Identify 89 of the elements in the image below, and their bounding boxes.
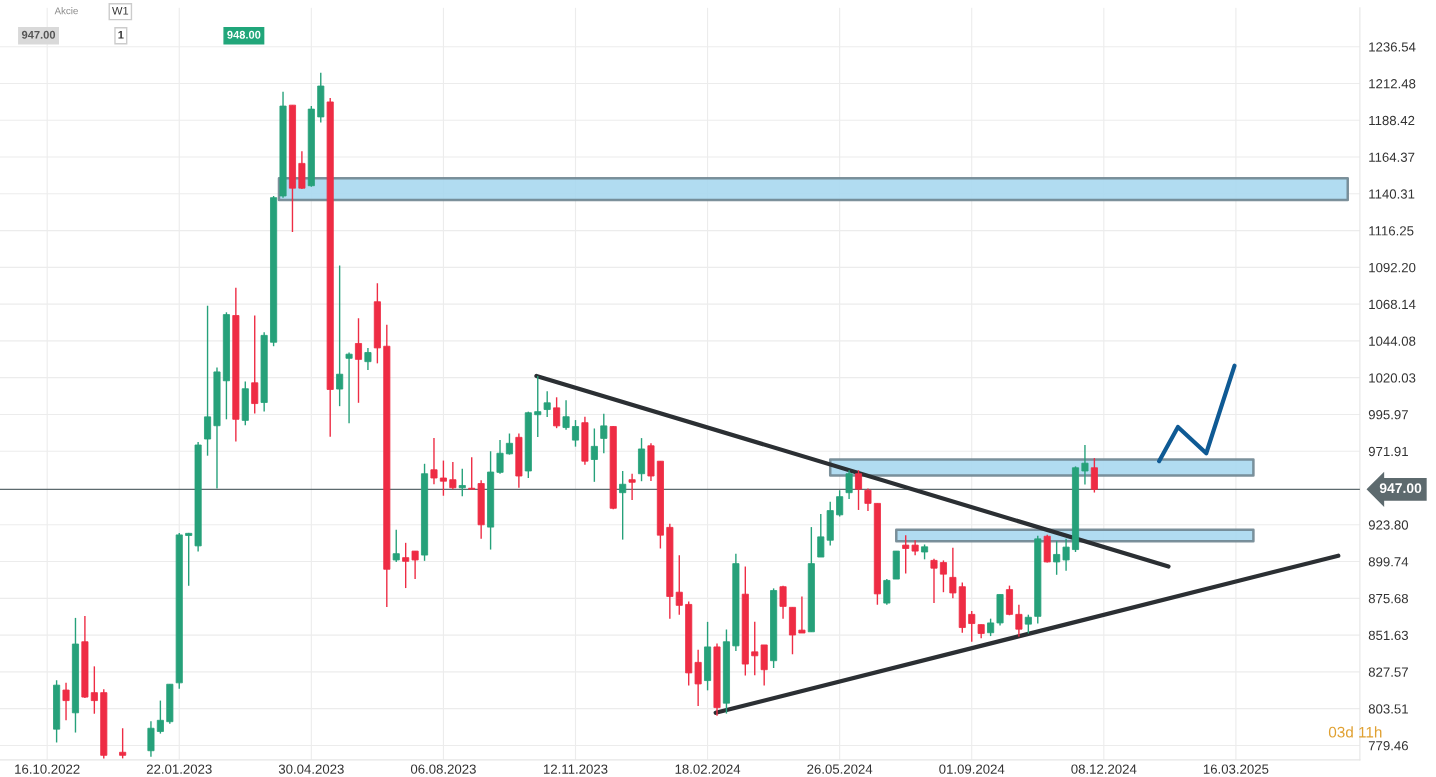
candlestick — [402, 542, 410, 589]
candlestick — [336, 264, 344, 407]
y-tick-label: 827.57 — [1368, 667, 1408, 677]
candlestick — [364, 347, 372, 371]
candlestick — [411, 550, 419, 580]
candlestick — [779, 584, 787, 620]
candlestick — [619, 470, 627, 541]
candlestick — [430, 437, 438, 485]
y-tick-label: 923.80 — [1368, 520, 1409, 530]
candlestick — [458, 467, 466, 497]
y-tick-label: 1212.48 — [1369, 79, 1416, 89]
annotation: 947.00 — [21, 30, 56, 39]
y-tick-label: 1164.37 — [1369, 152, 1415, 162]
candlestick — [1081, 444, 1089, 486]
ref-line-label: 947.00 — [1379, 483, 1422, 494]
candlestick — [345, 351, 353, 424]
candlestick — [883, 578, 891, 606]
candlestick — [949, 547, 957, 599]
y-tick-label: 971.91 — [1368, 446, 1408, 457]
candlestick — [185, 532, 193, 587]
line-series — [1156, 363, 1237, 464]
candlestick — [836, 489, 844, 518]
candlestick — [119, 727, 127, 760]
candlestick — [600, 412, 608, 454]
candlestick — [468, 456, 476, 490]
x-tick-label: 06.08.2023 — [410, 764, 476, 774]
candlestick — [553, 396, 561, 429]
y-tick-label: 1236.54 — [1369, 42, 1416, 52]
candlestick — [1062, 538, 1070, 572]
annotation: Akcie — [54, 7, 78, 15]
candlestick — [571, 419, 580, 448]
annotation: W1 — [112, 6, 129, 15]
y-tick-label: 1092.20 — [1369, 262, 1416, 273]
y-tick-label: 875.68 — [1368, 593, 1409, 604]
candlestick — [751, 621, 759, 676]
y-tick-label: 1068.14 — [1369, 299, 1416, 310]
candlestick — [204, 305, 212, 457]
x-tick-label: 12.11.2023 — [543, 764, 608, 774]
y-tick-label: 1044.08 — [1369, 336, 1416, 346]
candlestick — [449, 461, 457, 490]
y-tick-label: 803.51 — [1368, 704, 1408, 714]
candlestick — [534, 375, 542, 438]
candlestick — [62, 682, 70, 722]
candlestick — [439, 459, 447, 497]
candlestick — [798, 595, 806, 634]
candlestick — [864, 487, 872, 512]
annotation: 03d 11h — [1328, 726, 1382, 738]
x-tick-label: 18.02.2024 — [675, 764, 741, 774]
y-tick-label: 779.46 — [1368, 741, 1408, 751]
candlestick — [694, 649, 702, 707]
candlestick — [156, 699, 164, 735]
x-tick-label: 30.04.2023 — [278, 764, 344, 774]
x-tick-label: 26.05.2024 — [807, 764, 873, 774]
y-tick-label: 1140.31 — [1369, 189, 1415, 199]
y-tick-label: 995.97 — [1368, 410, 1408, 420]
candlestick — [1090, 457, 1098, 494]
candlestick — [543, 390, 551, 418]
x-tick-label: 22.01.2023 — [146, 764, 212, 774]
x-tick-label: 08.12.2024 — [1071, 764, 1137, 774]
candlestick — [845, 469, 853, 500]
y-tick-label: 899.74 — [1368, 557, 1409, 567]
candlestick — [968, 610, 976, 643]
y-tick-label: 1116.25 — [1369, 226, 1414, 236]
candlestick — [392, 528, 400, 563]
annotation: 1 — [118, 30, 124, 39]
y-tick-label: 851.63 — [1368, 630, 1408, 641]
candlestick — [562, 399, 570, 431]
candlestick — [147, 720, 155, 758]
candlestick — [902, 534, 910, 575]
y-tick-label: 1020.03 — [1369, 373, 1416, 383]
candlestick — [1053, 540, 1061, 576]
x-tick-label: 16.10.2022 — [15, 764, 80, 774]
y-tick-label: 1188.42 — [1369, 115, 1415, 126]
annotation: 948.00 — [227, 30, 261, 39]
candlestick — [505, 432, 513, 456]
candlestick — [675, 554, 683, 616]
candlestick — [354, 317, 363, 404]
candlestick — [1015, 604, 1023, 638]
x-tick-label: 16.03.2025 — [1203, 764, 1269, 774]
candlestick — [939, 559, 947, 593]
candlestick — [1024, 613, 1032, 635]
candlestick — [590, 427, 598, 483]
candlestick — [628, 473, 636, 501]
x-tick-label: 01.09.2024 — [939, 764, 1005, 774]
candlestick — [90, 665, 98, 715]
candlestick — [930, 558, 938, 604]
candlestick — [251, 314, 259, 415]
candlestick — [496, 439, 504, 475]
candlestick — [855, 469, 863, 511]
